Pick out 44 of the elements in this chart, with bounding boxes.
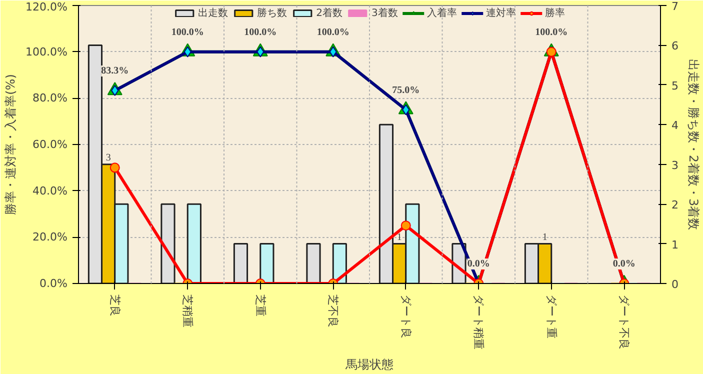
y-tick-label: 80.0%: [32, 92, 68, 105]
legend-label: 連対率: [486, 6, 516, 20]
x-tick-label: 芝稍重: [181, 294, 194, 328]
y2-tick-label: 4: [672, 119, 678, 132]
x-tick-label: ダート良: [399, 294, 412, 338]
data-label: 1: [396, 232, 402, 243]
data-label: 83.3%: [101, 66, 129, 77]
data-label: 0.0%: [467, 258, 490, 270]
data-label: 75.0%: [392, 84, 420, 96]
legend-label: 入着率: [426, 6, 457, 20]
data-label: 100.0%: [316, 26, 350, 38]
y-tick-label: 40.0%: [32, 184, 68, 198]
x-tick-label: ダート不良: [618, 294, 631, 350]
y-tick-label: 120.0%: [26, 0, 68, 14]
x-tick-label: 芝良: [108, 294, 122, 316]
x-tick-label: 芝不良: [326, 294, 340, 328]
y2-tick-label: 6: [672, 40, 678, 53]
legend-label: 出走数: [198, 6, 228, 20]
y2-tick-label: 5: [672, 79, 678, 92]
y-tick-label: 100.0%: [26, 45, 68, 58]
legend-label: 勝ち数: [257, 6, 288, 20]
y2-tick-label: 3: [672, 158, 678, 172]
data-label: 100.0%: [244, 26, 277, 38]
y-axis-title: 勝率・連対率・入着率(%): [4, 74, 18, 215]
data-label: 100.0%: [535, 26, 568, 38]
legend-label: 3着数: [372, 6, 398, 20]
y-tick-label: 0.0%: [40, 277, 68, 290]
y2-tick-label: 7: [672, 0, 678, 13]
y-tick-label: 60.0%: [32, 138, 68, 151]
y2-tick-label: 2: [672, 198, 678, 212]
data-label: 100.0%: [171, 26, 204, 38]
x-tick-label: ダート稍重: [472, 294, 486, 350]
y2-tick-label: 0: [672, 278, 678, 291]
data-label: 0.0%: [612, 258, 636, 270]
x-tick-label: ダート重: [544, 294, 558, 338]
legend-label: 勝率: [544, 6, 565, 20]
y2-tick-label: 1: [672, 238, 678, 252]
legend-label: 2着数: [316, 6, 342, 20]
data-label: 3: [106, 152, 111, 164]
x-tick-label: 芝重: [254, 294, 267, 316]
y-tick-label: 20.0%: [32, 230, 68, 244]
y2-axis-title: 出走数・勝ち数・2着数・3着数: [686, 58, 700, 230]
data-label: 1: [542, 232, 548, 243]
x-axis-title: 馬場状態: [344, 358, 394, 372]
